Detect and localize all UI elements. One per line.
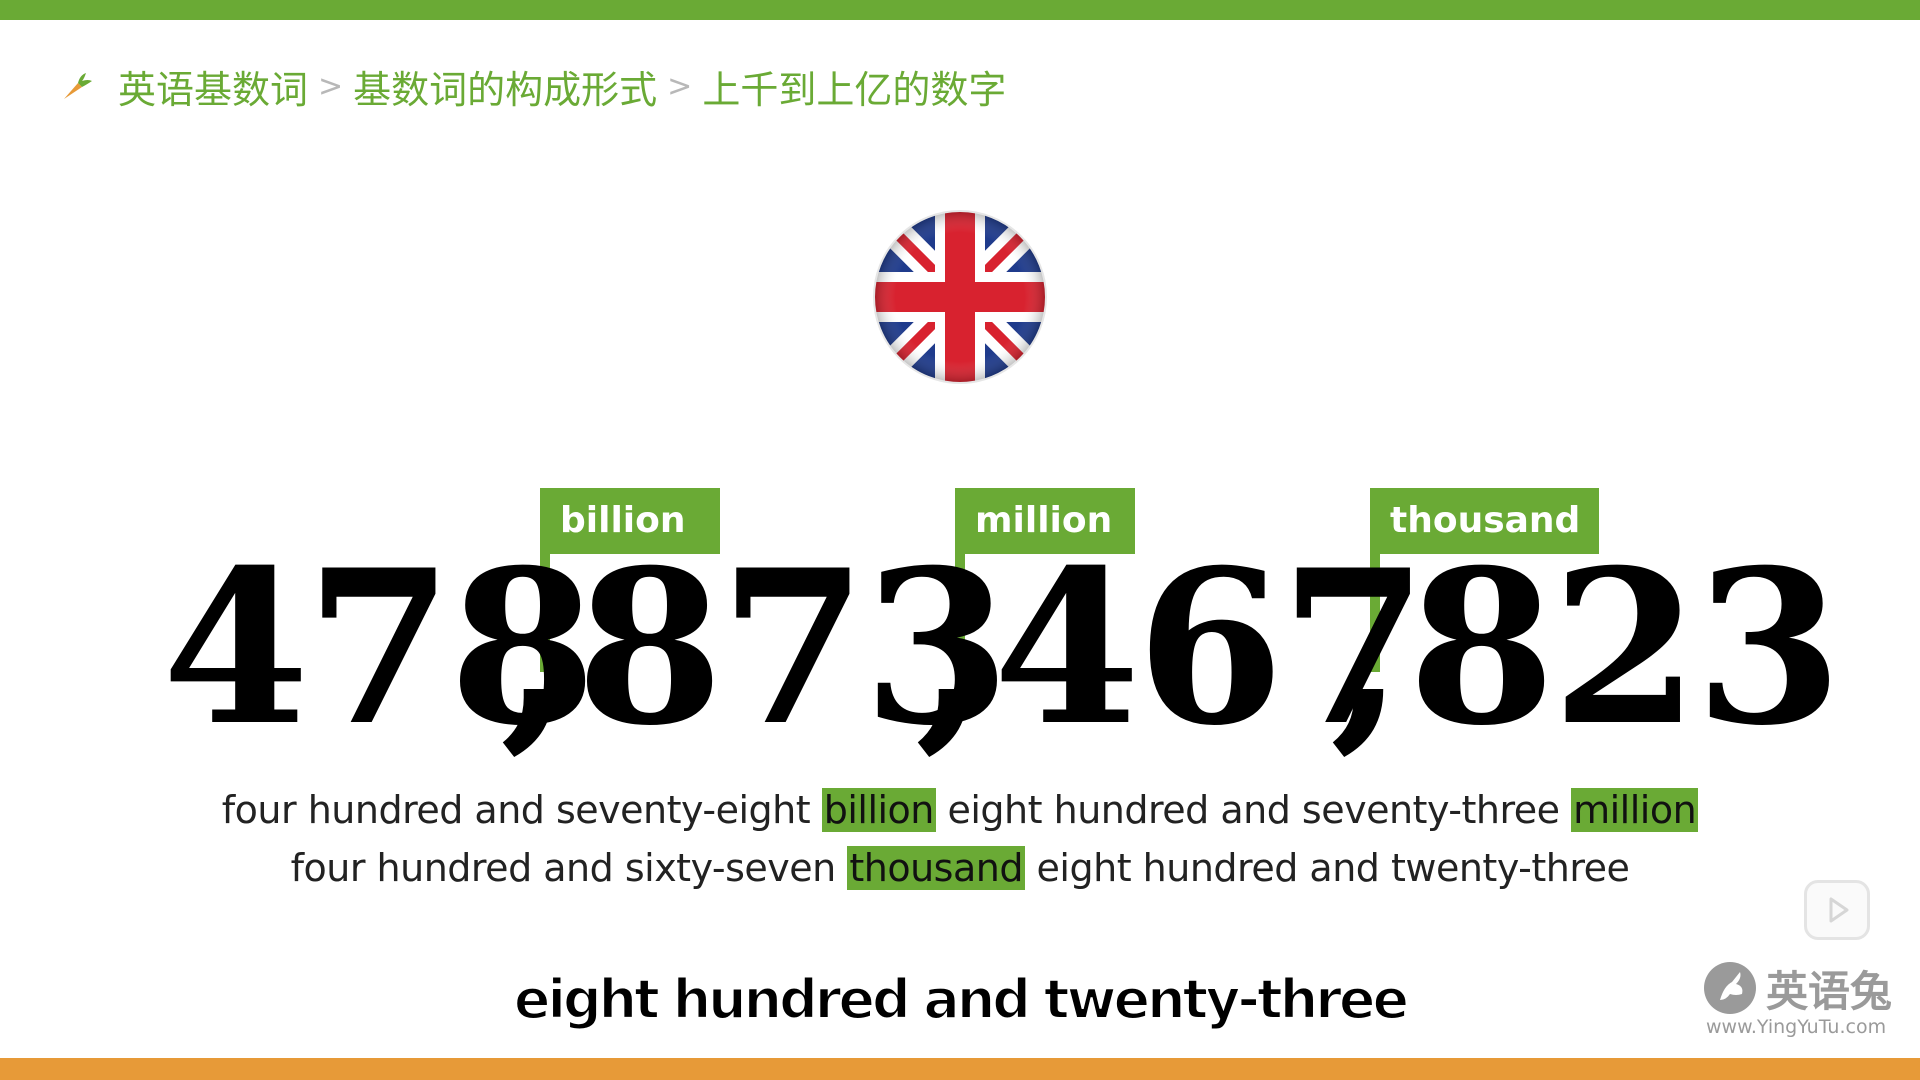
play-icon	[1829, 897, 1849, 923]
breadcrumb-separator: >	[318, 68, 344, 104]
watermark-title: 英语兔	[1766, 967, 1893, 1016]
label-thousand-line	[1370, 554, 1380, 672]
number-in-words-line-2: four hundred and sixty-seven thousand ei…	[0, 846, 1920, 890]
digit-group-millions: 873	[576, 523, 1011, 772]
words-highlight-million: million	[1571, 788, 1699, 832]
video-subtitle: eight hundred and twenty-three	[513, 967, 1410, 1032]
label-million: million	[955, 488, 1135, 554]
label-billion: billion	[540, 488, 720, 554]
rabbit-logo-icon	[1704, 962, 1756, 1014]
carrot-icon	[64, 73, 92, 99]
label-million-line	[955, 554, 965, 672]
breadcrumb-separator: >	[667, 68, 693, 104]
play-button[interactable]	[1804, 880, 1870, 940]
breadcrumb: 英语基数词 > 基数词的构成形式 > 上千到上亿的数字	[60, 58, 1006, 114]
digit-group-thousands: 467	[993, 523, 1428, 772]
watermark-url: www.YingYuTu.com	[1706, 1016, 1887, 1038]
breadcrumb-item-formation[interactable]: 基数词的构成形式	[353, 67, 658, 112]
words-text: four hundred and seventy-eight	[221, 788, 811, 832]
words-highlight-thousand: thousand	[847, 846, 1025, 890]
words-text: four hundred and sixty-seven	[290, 846, 837, 890]
bottom-accent-bar	[0, 1058, 1920, 1080]
breadcrumb-item-cardinal-numbers[interactable]: 英语基数词	[118, 67, 309, 112]
words-text: eight hundred and seventy-three	[947, 788, 1560, 832]
watermark: 英语兔 www.YingYuTu.com	[1700, 958, 1900, 1038]
words-highlight-billion: billion	[821, 788, 936, 832]
number-in-words-line-1: four hundred and seventy-eight billion e…	[0, 788, 1920, 832]
thousands-separator: ,	[500, 523, 574, 772]
digit-group-billions: 478	[162, 523, 597, 772]
breadcrumb-item-thousands-to-billions[interactable]: 上千到上亿的数字	[702, 67, 1007, 112]
label-billion-line	[540, 554, 550, 672]
words-text: eight hundred and twenty-three	[1036, 846, 1630, 890]
digit-group-units: 823	[1408, 523, 1843, 772]
top-accent-bar	[0, 0, 1920, 20]
thousands-separator: ,	[1330, 523, 1404, 772]
uk-flag-icon	[873, 210, 1047, 384]
thousands-separator: ,	[915, 523, 989, 772]
label-thousand: thousand	[1370, 488, 1599, 554]
